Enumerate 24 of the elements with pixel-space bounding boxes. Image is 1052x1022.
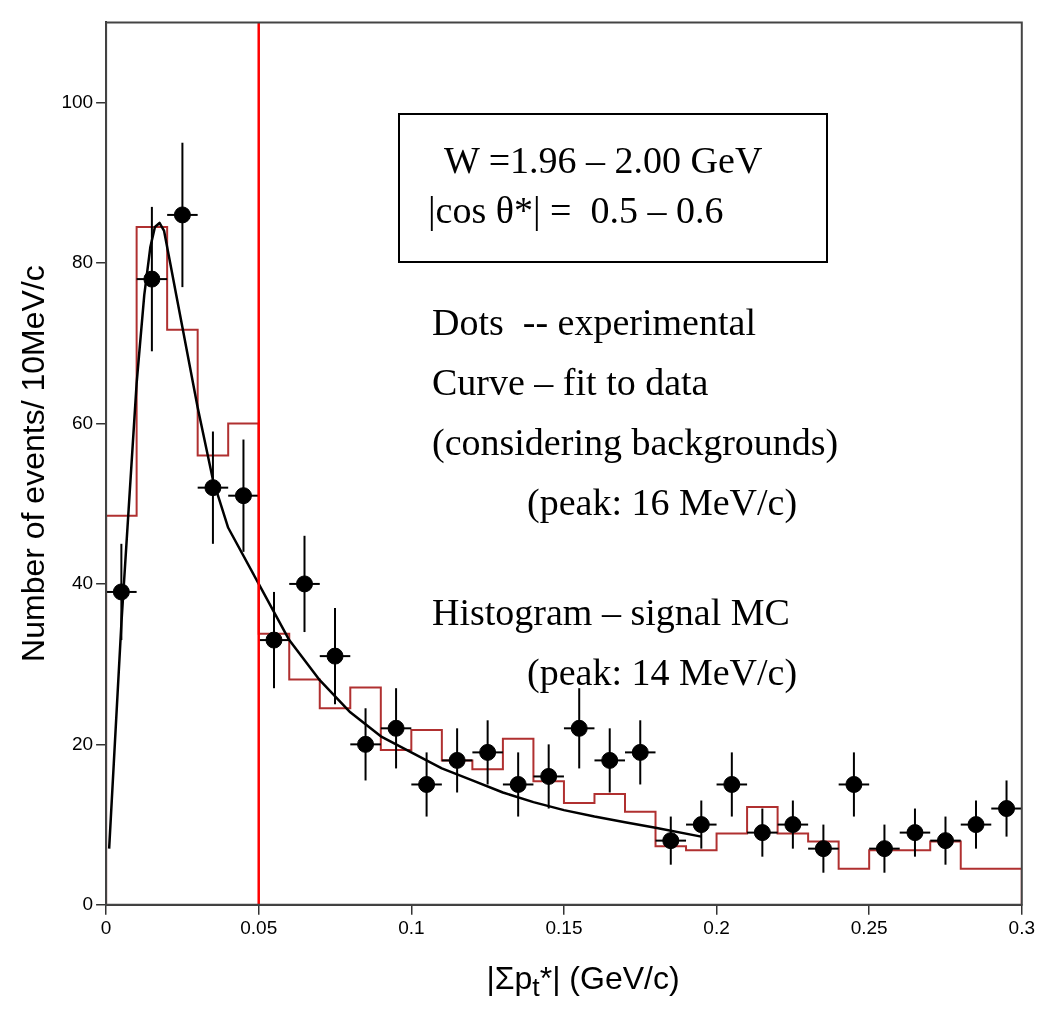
x-tick-label: 0.1 — [398, 917, 425, 939]
x-tick-label: 0.05 — [240, 917, 278, 939]
x-tick-label: 0.3 — [1008, 917, 1035, 939]
y-tick-label: 20 — [71, 732, 94, 754]
annotation: (considering backgrounds) — [432, 420, 839, 464]
x-tick-label: 0.2 — [703, 917, 730, 939]
annotation: Histogram – signal MC — [432, 590, 790, 634]
annotation: W =1.96 – 2.00 GeV — [443, 138, 764, 183]
annotation: Curve – fit to data — [432, 360, 709, 404]
annotation: (peak: 14 MeV/c) — [527, 650, 798, 694]
annotation: Dots -- experimental — [432, 300, 756, 344]
x-tick-label: 0.15 — [545, 917, 583, 939]
annotation: (peak: 16 MeV/c) — [527, 480, 798, 524]
note-frame: W =1.96 – 2.00 GeV |cos θ*| = 0.5 – 0.6 — [398, 113, 828, 263]
x-tick-label: 0.25 — [850, 917, 888, 939]
y-tick-label: 100 — [61, 90, 94, 112]
y-tick-label: 0 — [82, 893, 94, 915]
y-tick-label: 60 — [71, 411, 94, 433]
y-tick-label: 40 — [71, 572, 94, 594]
y-tick-label: 80 — [71, 251, 94, 273]
annotation: |cos θ*| = 0.5 – 0.6 — [428, 188, 725, 233]
x-tick-label: 0 — [100, 917, 112, 939]
y-axis-title: Number of events/ 10MeV/c — [15, 265, 52, 662]
x-axis-title: |Σp$_{t}$*| (GeV/c) — [485, 960, 681, 1004]
